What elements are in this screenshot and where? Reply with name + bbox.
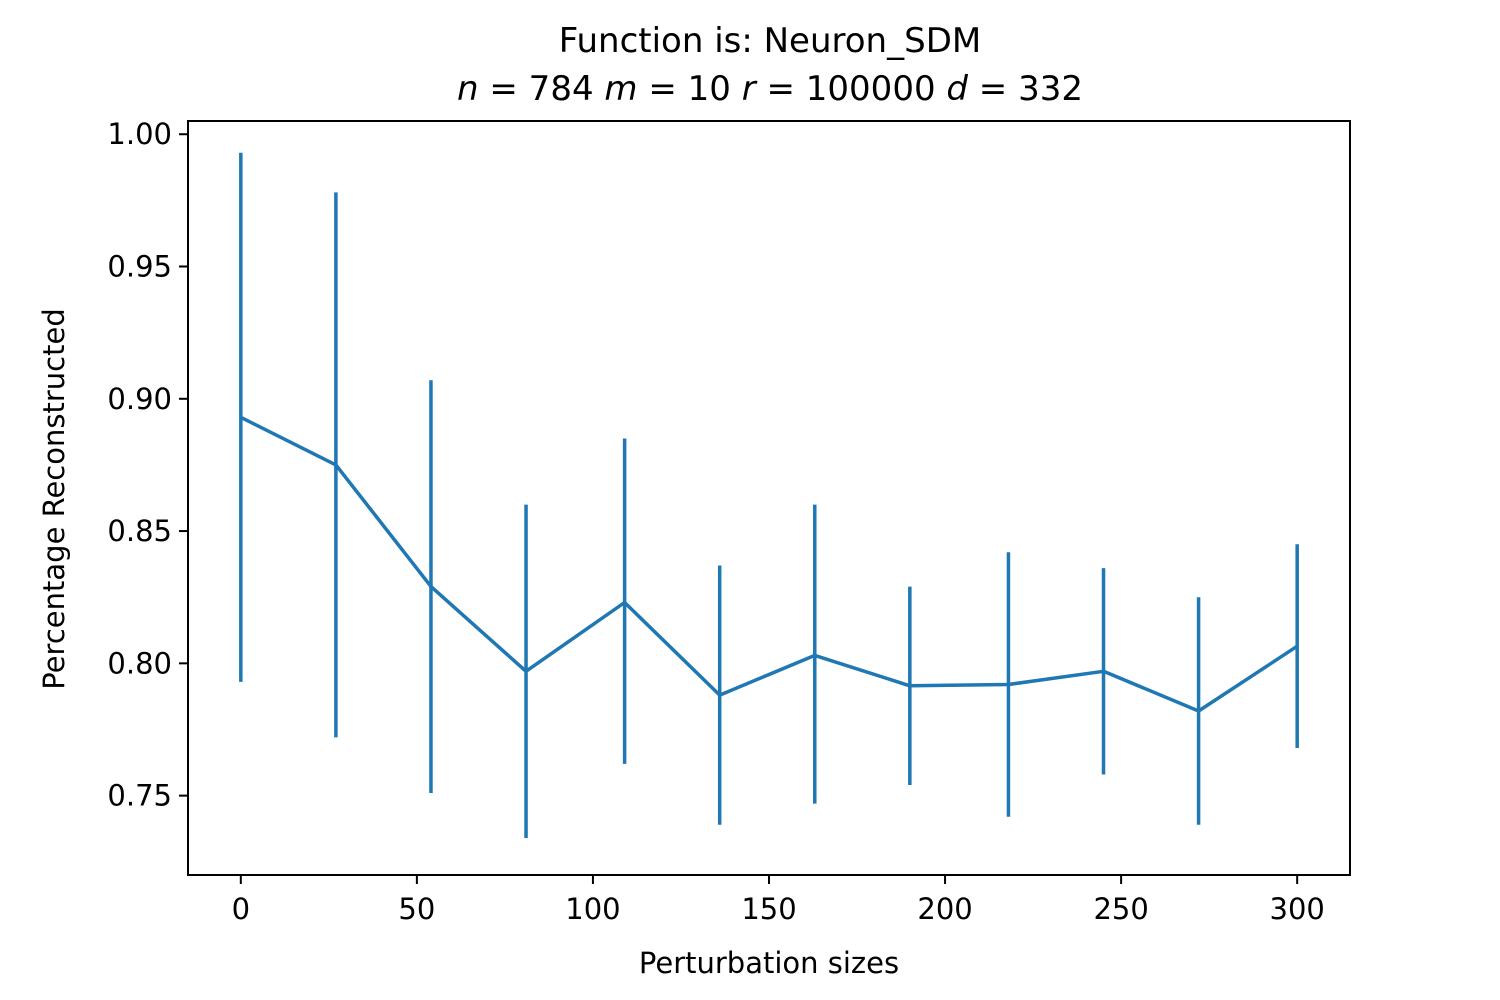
plot-frame: [187, 120, 1351, 876]
y-axis-ticks: 0.75 0.80 0.85 0.90 0.95 1.00: [107, 117, 188, 813]
y-tick-label: 0.90: [107, 382, 172, 416]
subtitle-symbol: n: [457, 69, 479, 109]
subtitle-value: = 10: [638, 69, 731, 109]
x-tick-label: 0: [232, 892, 250, 926]
subtitle-symbol: r: [731, 69, 758, 109]
y-tick-label: 1.00: [107, 117, 172, 151]
x-tick-label: 100: [565, 892, 620, 926]
subtitle-value: = 332: [968, 69, 1083, 109]
plot-area: [239, 152, 1299, 838]
x-tick-label: 250: [1093, 892, 1148, 926]
subtitle-value: = 784: [479, 69, 594, 109]
x-axis-label: Perturbation sizes: [639, 946, 899, 980]
subtitle-symbol: m: [594, 69, 638, 109]
x-tick-label: 50: [398, 892, 435, 926]
y-tick-label: 0.95: [107, 250, 172, 284]
x-axis-ticks: 0 50 100 150 200 250 300: [232, 875, 1325, 926]
chart-subtitle: n = 784 m = 10 r = 100000 d = 332: [457, 69, 1083, 109]
y-axis-label: Percentage Reconstructed: [37, 308, 71, 689]
subtitle-value: = 100000: [756, 69, 936, 109]
y-tick-label: 0.85: [107, 514, 172, 548]
x-tick-label: 200: [917, 892, 972, 926]
x-tick-label: 150: [741, 892, 796, 926]
series-line: [240, 415, 1299, 713]
subtitle-symbol: d: [936, 69, 969, 109]
y-tick-label: 0.80: [107, 646, 172, 680]
chart-title: Function is: Neuron_SDM: [559, 21, 981, 61]
y-tick-label: 0.75: [107, 779, 172, 813]
x-tick-label: 300: [1270, 892, 1325, 926]
